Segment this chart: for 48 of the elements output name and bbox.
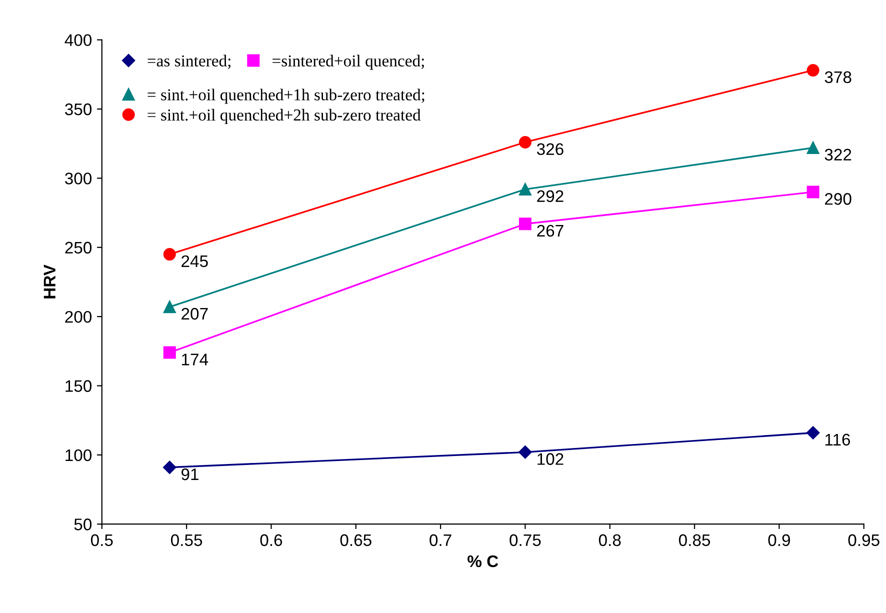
point [163,248,176,261]
point [806,142,820,154]
legend-label: =sintered+oil quenced; [272,54,424,70]
data-label: 322 [824,148,852,161]
point [518,183,532,196]
data-label: 174 [182,354,208,366]
point [518,136,532,148]
x-tick-label: 0.55 [170,534,202,546]
point [806,186,820,198]
y-tick-label: 200 [65,310,92,323]
point [518,218,532,230]
x-tick-label: 0.5 [90,534,113,546]
legend-label: =as sintered; [148,54,230,69]
y-tick-label: 150 [66,380,92,392]
point [163,300,176,314]
data-label: 207 [182,308,208,320]
y-tick-label: 100 [66,449,92,462]
x-tick-label: 0.65 [340,534,372,546]
data-label: 116 [825,434,850,446]
y-tick-label: 250 [65,242,92,254]
data-label: 292 [537,190,564,202]
point [163,346,176,359]
y-tick-label: 400 [64,34,92,46]
y-tick-label: 50 [74,518,92,530]
point [163,460,176,474]
data-label: 91 [182,468,198,480]
point [806,426,820,440]
y-tick-label: 350 [65,103,92,116]
x-axis-title: % C [468,555,498,568]
legend-label: = sint.+oil quenched+2h sub-zero treated [148,108,421,124]
x-tick-label: 0.7 [430,534,452,546]
x-tick-label: 0.85 [678,534,710,546]
y-axis-title: HRV [44,264,56,298]
legend-label: = sint.+oil quenched+1h sub-zero treated; [148,88,424,104]
x-tick-label: 0.6 [260,534,282,546]
data-label: 326 [536,143,564,156]
x-tick-label: 0.75 [510,534,541,546]
data-label: 267 [537,224,564,237]
x-tick-label: 0.95 [848,534,880,546]
data-label: 378 [824,71,852,84]
point [518,446,532,459]
y-tick-label: 300 [65,172,92,184]
data-label: 102 [538,453,564,465]
data-label: 245 [182,255,208,268]
x-tick-label: 0.8 [598,534,621,546]
data-label: 290 [825,193,852,205]
point [806,64,820,77]
x-tick-label: 0.9 [768,534,790,546]
